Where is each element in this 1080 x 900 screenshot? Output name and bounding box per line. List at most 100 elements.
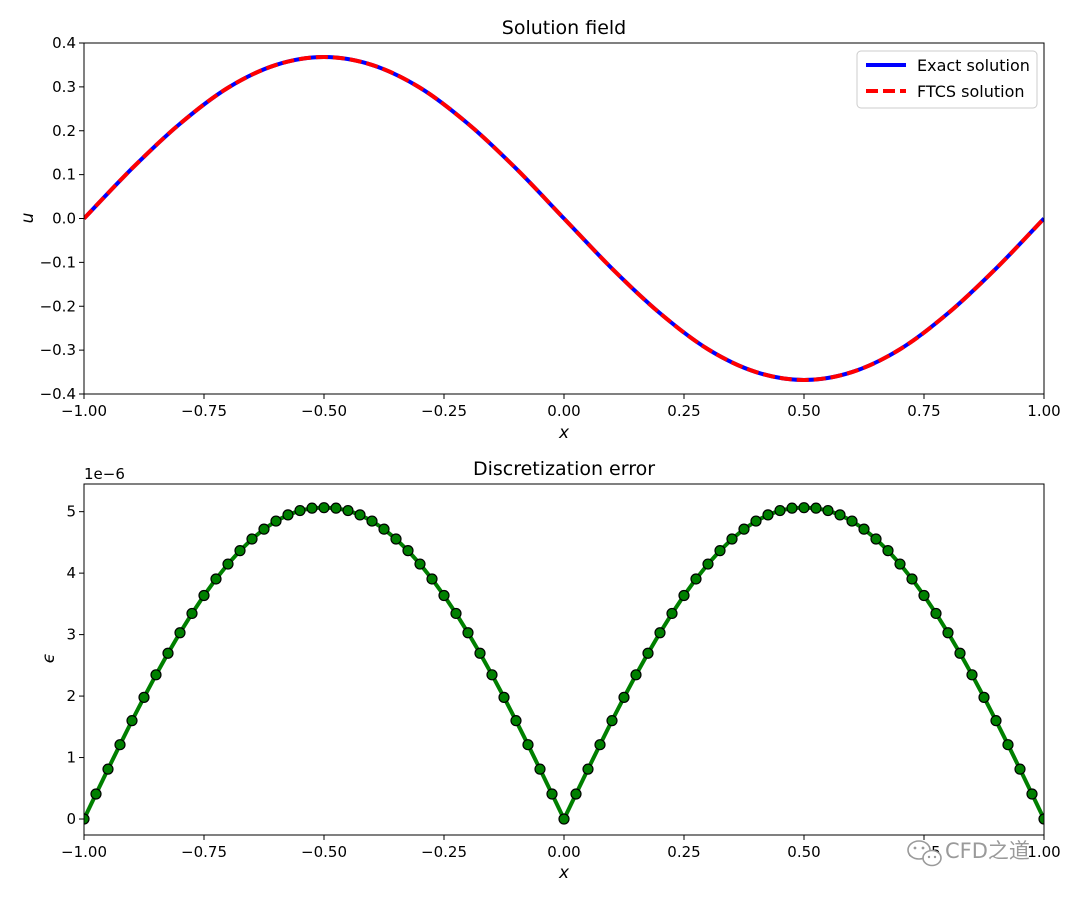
- y-tick-label: 0.2: [52, 122, 76, 140]
- data-point: [342, 504, 354, 517]
- data-point: [150, 669, 162, 681]
- x-tick-label: 0.25: [667, 843, 700, 861]
- discretization-error-chart: Discretization error −1.00 −0.75 −0.50 −0.2…: [39, 458, 1061, 883]
- data-point: [762, 509, 774, 521]
- x-tick-label: −1.00: [61, 402, 107, 420]
- data-point: [378, 523, 390, 535]
- x-tick-label: −0.50: [301, 843, 347, 861]
- data-point: [1026, 788, 1038, 800]
- data-point: [402, 545, 414, 557]
- data-point: [330, 502, 342, 514]
- data-point: [954, 647, 966, 659]
- data-point: [1038, 813, 1044, 825]
- x-tick-label: −0.75: [181, 402, 227, 420]
- y-axis-label: u: [18, 212, 38, 223]
- data-point: [294, 504, 306, 517]
- data-point: [738, 523, 750, 535]
- data-point: [414, 558, 426, 570]
- data-point: [642, 647, 654, 659]
- data-point: [210, 573, 222, 585]
- data-point: [234, 545, 246, 557]
- data-point: [654, 627, 666, 639]
- data-point: [474, 647, 486, 659]
- data-point: [666, 607, 678, 620]
- x-tick-label: 0.25: [667, 402, 700, 420]
- data-point: [630, 669, 642, 681]
- x-axis: −1.00 −0.75 −0.50 −0.25 0.00 0.25 0.50 0.75 1.00: [61, 394, 1061, 420]
- y-tick-label: −0.1: [40, 253, 76, 271]
- data-point: [570, 788, 582, 800]
- data-point: [918, 589, 930, 602]
- data-point: [126, 715, 138, 727]
- data-point: [594, 739, 606, 751]
- y-tick-label: 4: [66, 564, 76, 582]
- data-point: [1014, 763, 1026, 775]
- data-point: [978, 691, 990, 703]
- y-tick-label: 2: [66, 687, 76, 705]
- x-tick-label: 0.00: [547, 402, 580, 420]
- data-point: [798, 502, 810, 514]
- wechat-icon: [907, 840, 942, 867]
- y-axis: −0.4 −0.3 −0.2 −0.1 0.0 0.1 0.2 0.3 0.4: [40, 34, 84, 403]
- series-line-error: [84, 505, 1044, 822]
- data-point: [882, 545, 894, 557]
- y-tick-label: 0.3: [52, 78, 76, 96]
- data-point: [84, 813, 90, 825]
- data-point: [966, 669, 978, 681]
- x-tick-label: 0.00: [547, 843, 580, 861]
- legend-label-exact: Exact solution: [917, 56, 1030, 75]
- data-point: [606, 715, 618, 727]
- watermark-text: CFD之道: [945, 839, 1030, 863]
- data-point: [1002, 739, 1014, 751]
- data-point: [558, 813, 570, 825]
- data-point: [390, 533, 402, 545]
- chart-title: Discretization error: [473, 458, 655, 480]
- data-point: [510, 715, 522, 727]
- y-tick-label: 1: [66, 749, 76, 767]
- y-tick-label: 5: [66, 503, 76, 521]
- x-tick-label: 1.00: [1027, 402, 1060, 420]
- data-point: [846, 515, 858, 527]
- legend-label-ftcs: FTCS solution: [917, 82, 1025, 101]
- y-axis-label: ϵ: [39, 653, 59, 663]
- data-point: [258, 523, 270, 535]
- data-point: [114, 739, 126, 751]
- x-axis-label: x: [558, 863, 570, 883]
- axes-frame: [83, 483, 1045, 836]
- y-tick-label: −0.4: [40, 385, 76, 403]
- x-tick-label: 0.50: [787, 402, 820, 420]
- y-tick-label: 0.0: [52, 210, 76, 228]
- solution-field-chart: Solution field −1.00 −0.75 −0.50 −0.25 0.00 0…: [18, 17, 1061, 443]
- x-tick-label: 1.00: [1027, 843, 1060, 861]
- y-tick-label: 0.1: [52, 166, 76, 184]
- series-line-ftcs-solution: [84, 55, 1044, 382]
- data-point: [174, 627, 186, 639]
- x-axis-label: x: [558, 423, 570, 443]
- data-point: [246, 533, 258, 545]
- data-point: [222, 558, 234, 570]
- data-point: [726, 533, 738, 545]
- data-point: [306, 502, 318, 514]
- data-point: [678, 589, 690, 602]
- watermark: CFD之道: [907, 839, 1030, 867]
- x-tick-label: 0.50: [787, 843, 820, 861]
- chart-title: Solution field: [502, 17, 626, 39]
- data-point: [810, 502, 822, 514]
- data-point: [138, 691, 150, 703]
- data-point: [942, 627, 954, 639]
- y-tick-label: 0: [66, 810, 76, 828]
- x-tick-label: −1.00: [61, 843, 107, 861]
- data-point: [522, 739, 534, 751]
- data-point: [162, 647, 174, 659]
- data-point: [750, 515, 762, 527]
- data-point: [858, 523, 870, 535]
- data-point: [198, 589, 210, 602]
- data-point: [366, 515, 378, 527]
- data-point: [714, 545, 726, 557]
- data-point: [486, 669, 498, 681]
- data-point: [90, 788, 102, 800]
- y-tick-label: −0.3: [40, 341, 76, 359]
- data-point: [870, 533, 882, 545]
- data-point: [546, 788, 558, 800]
- data-point: [282, 509, 294, 521]
